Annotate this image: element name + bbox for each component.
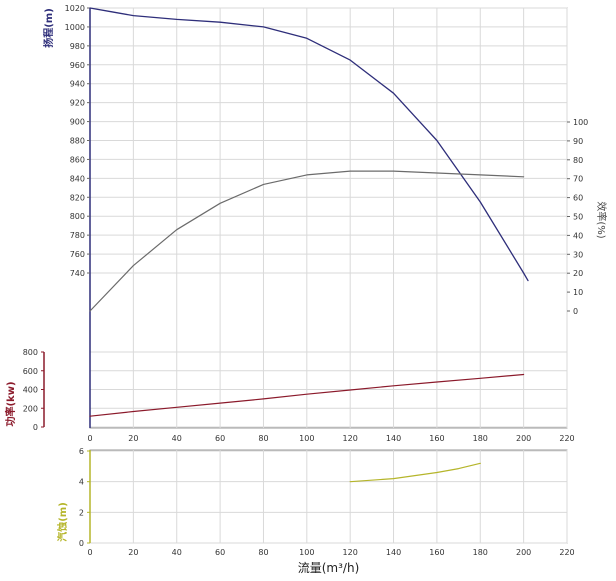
npsh-tick-label: 0 <box>79 539 84 548</box>
head-tick-label: 860 <box>70 155 85 164</box>
x-tick-label-sub: 40 <box>172 548 182 557</box>
power-tick-label: 200 <box>23 404 38 413</box>
head-tick-label: 900 <box>70 118 85 127</box>
main-plot-frame <box>89 7 568 429</box>
x-tick-label-sub: 200 <box>516 548 531 557</box>
x-tick-label-main: 140 <box>386 434 401 443</box>
npsh-tick-label: 2 <box>79 508 84 517</box>
head-tick-label: 880 <box>70 137 85 146</box>
efficiency-tick-label: 50 <box>573 213 583 222</box>
head-tick-label: 920 <box>70 99 85 108</box>
power-tick-label: 800 <box>23 348 38 357</box>
x-tick-label-sub: 60 <box>215 548 225 557</box>
x-tick-label-sub: 0 <box>87 548 92 557</box>
efficiency-axis-label: 效率(%) <box>595 201 608 238</box>
head-tick-label: 800 <box>70 212 85 221</box>
head-tick-label: 1000 <box>65 23 85 32</box>
x-tick-label-main: 20 <box>128 434 138 443</box>
efficiency-tick-label: 70 <box>573 175 583 184</box>
npsh-curve <box>349 462 481 483</box>
head-tick-label: 840 <box>70 174 85 183</box>
x-tick-label-main: 80 <box>258 434 268 443</box>
power-tick-label: 0 <box>33 423 38 432</box>
power-tick-label: 600 <box>23 367 38 376</box>
efficiency-tick-label: 80 <box>573 156 583 165</box>
x-tick-label-sub: 140 <box>386 548 401 557</box>
npsh-tick-label: 6 <box>79 447 84 456</box>
x-tick-label-main: 100 <box>299 434 314 443</box>
x-tick-label-main: 40 <box>172 434 182 443</box>
efficiency-tick-label: 60 <box>573 194 583 203</box>
x-tick-label-sub: 100 <box>299 548 314 557</box>
head-tick-label: 820 <box>70 193 85 202</box>
efficiency-tick-label: 10 <box>573 288 583 297</box>
x-tick-label-main: 0 <box>87 434 92 443</box>
npsh-tick-label: 4 <box>79 478 84 487</box>
x-tick-label-main: 160 <box>429 434 444 443</box>
npsh-axis-label: 汽蚀(m) <box>56 502 69 542</box>
sub-plot-frame <box>89 449 568 544</box>
head-tick-label: 960 <box>70 61 85 70</box>
power-axis-label: 功率(kw) <box>4 381 17 426</box>
x-tick-label-main: 60 <box>215 434 225 443</box>
power-tick-label: 400 <box>23 386 38 395</box>
efficiency-tick-label: 40 <box>573 231 583 240</box>
efficiency-tick-label: 90 <box>573 137 583 146</box>
head-tick-label: 940 <box>70 80 85 89</box>
x-tick-label-sub: 120 <box>343 548 358 557</box>
x-tick-label-sub: 180 <box>473 548 488 557</box>
x-tick-label-main: 120 <box>343 434 358 443</box>
x-tick-label-main: 200 <box>516 434 531 443</box>
head-tick-label: 1020 <box>65 4 85 13</box>
power-curve <box>89 373 525 417</box>
x-tick-label-sub: 20 <box>128 548 138 557</box>
efficiency-tick-label: 0 <box>573 307 578 316</box>
head-tick-label: 780 <box>70 231 85 240</box>
x-tick-label-main: 220 <box>559 434 574 443</box>
x-tick-label-sub: 220 <box>559 548 574 557</box>
x-tick-label-sub: 80 <box>258 548 268 557</box>
head-tick-label: 760 <box>70 250 85 259</box>
efficiency-tick-label: 20 <box>573 269 583 278</box>
head-tick-label: 740 <box>70 269 85 278</box>
head-axis-label: 扬程(m) <box>42 8 55 48</box>
head-tick-label: 980 <box>70 42 85 51</box>
efficiency-tick-label: 100 <box>573 118 588 127</box>
head-curve <box>89 7 529 282</box>
x-axis-label: 流量(m³/h) <box>298 561 360 575</box>
x-tick-label-sub: 160 <box>429 548 444 557</box>
efficiency-curve <box>89 170 525 312</box>
x-tick-label-main: 180 <box>473 434 488 443</box>
efficiency-tick-label: 30 <box>573 250 583 259</box>
